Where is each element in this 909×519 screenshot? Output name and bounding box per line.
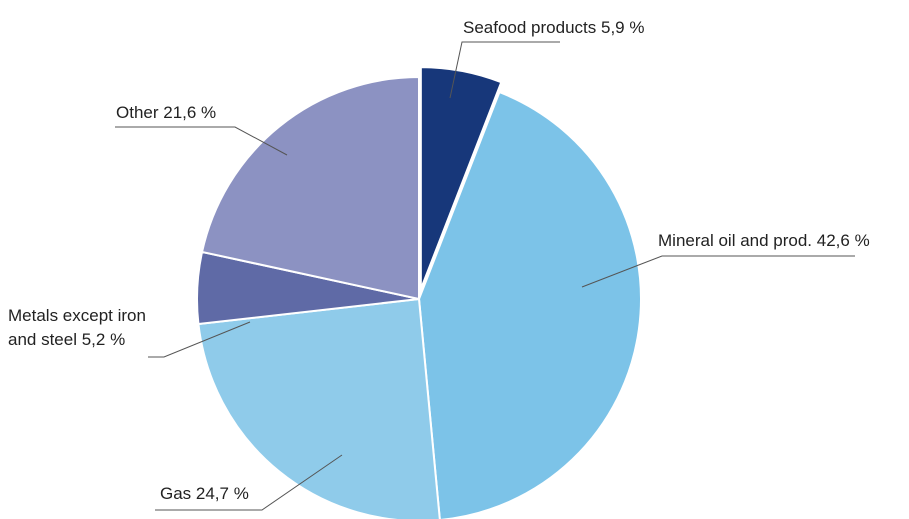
slice-label-metals-line-1: Metals except iron [8, 306, 146, 325]
leader-lines [115, 41, 855, 511]
pie-slice-other [200, 75, 420, 301]
pie-slice-seafood [419, 66, 503, 290]
leader-line-mineral-oil [581, 255, 855, 288]
leader-line-seafood [449, 41, 560, 99]
slice-label-gas: Gas 24,7 % [160, 484, 249, 503]
leader-line-gas [155, 454, 343, 511]
slice-label-other: Other 21,6 % [116, 103, 216, 122]
slice-label-metals-line-2: and steel 5,2 % [8, 330, 125, 349]
slice-labels: Seafood products 5,9 % Mineral oil and pr… [8, 18, 870, 503]
slice-label-mineral-oil: Mineral oil and prod. 42,6 % [658, 231, 870, 250]
slice-label-seafood: Seafood products 5,9 % [463, 18, 644, 37]
pie-slice-gas [197, 297, 441, 519]
leader-line-other [115, 126, 288, 156]
pie-slice-mineral-oil [417, 90, 642, 519]
pie-slices [196, 66, 642, 519]
leader-line-metals [148, 321, 251, 358]
